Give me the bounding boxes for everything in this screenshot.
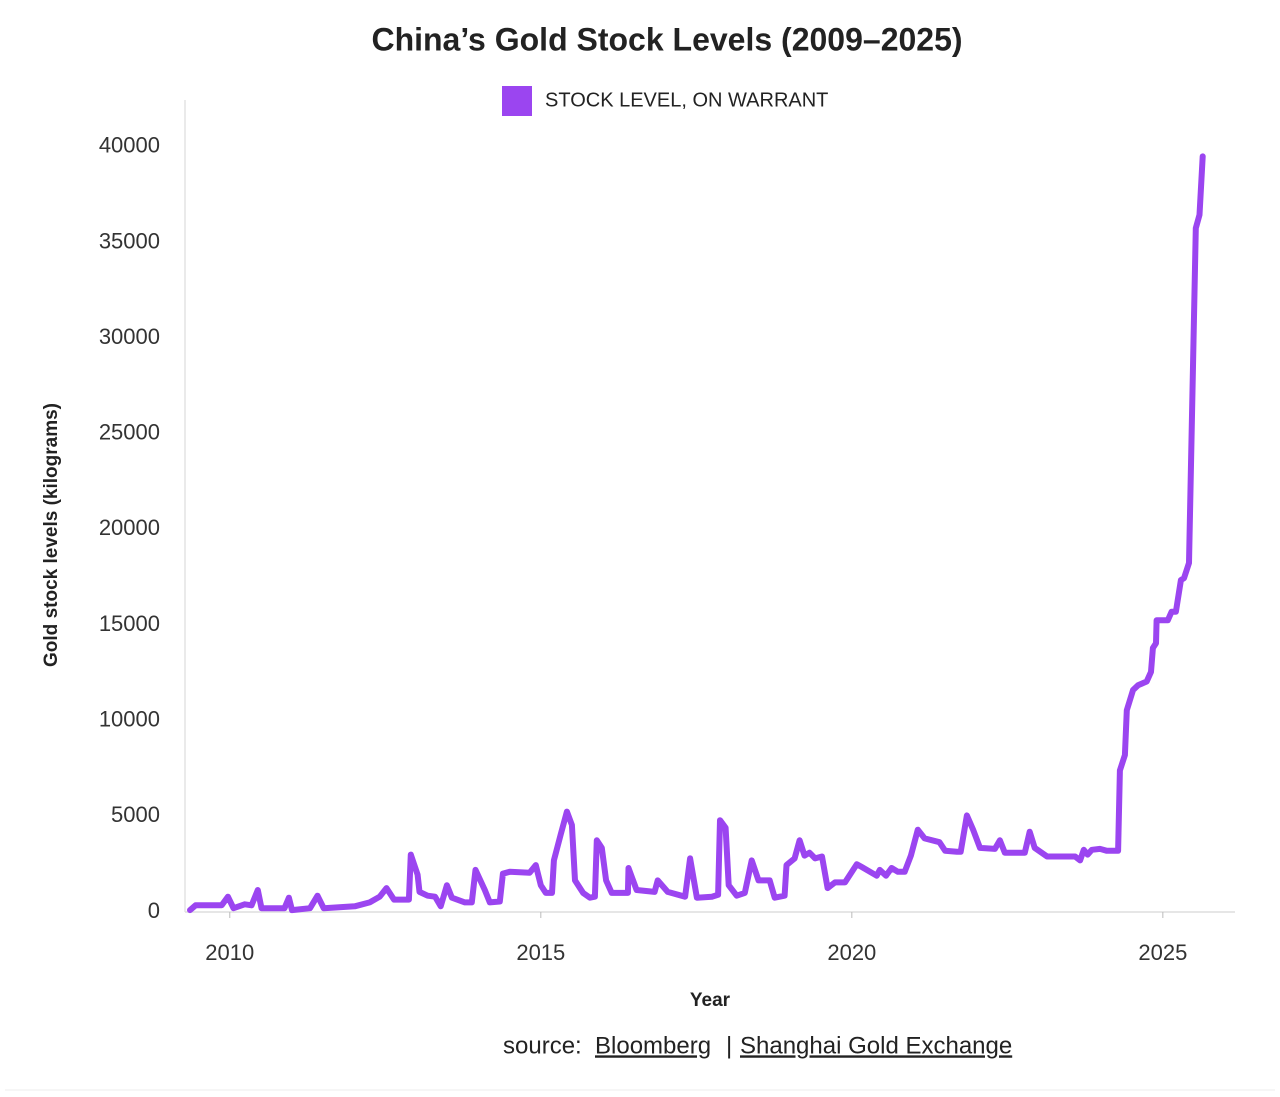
x-tick-label: 2020 — [827, 940, 876, 965]
x-axis-label: Year — [690, 990, 731, 1011]
legend-swatch — [502, 86, 532, 116]
legend-label: STOCK LEVEL, ON WARRANT — [545, 89, 828, 111]
x-tick-label: 2015 — [516, 940, 565, 965]
chart-title: China’s Gold Stock Levels (2009–2025) — [371, 21, 962, 57]
source-link[interactable]: Shanghai Gold Exchange — [740, 1032, 1012, 1059]
source-separator: | — [726, 1032, 732, 1059]
y-tick-label: 40000 — [99, 133, 160, 158]
y-tick-label: 0 — [148, 898, 160, 923]
y-tick-label: 10000 — [99, 707, 160, 732]
source-link[interactable]: Bloomberg — [595, 1032, 711, 1059]
y-axis-label: Gold stock levels (kilograms) — [41, 403, 62, 667]
x-tick-label: 2010 — [205, 940, 254, 965]
y-tick-label: 25000 — [99, 420, 160, 445]
y-tick-label: 35000 — [99, 228, 160, 253]
line-series — [187, 153, 1206, 914]
x-tick-label: 2025 — [1138, 940, 1187, 965]
source-label: source: — [503, 1032, 582, 1059]
y-tick-label: 5000 — [111, 802, 160, 827]
y-tick-label: 30000 — [99, 324, 160, 349]
y-tick-label: 15000 — [99, 611, 160, 636]
y-tick-label: 20000 — [99, 515, 160, 540]
